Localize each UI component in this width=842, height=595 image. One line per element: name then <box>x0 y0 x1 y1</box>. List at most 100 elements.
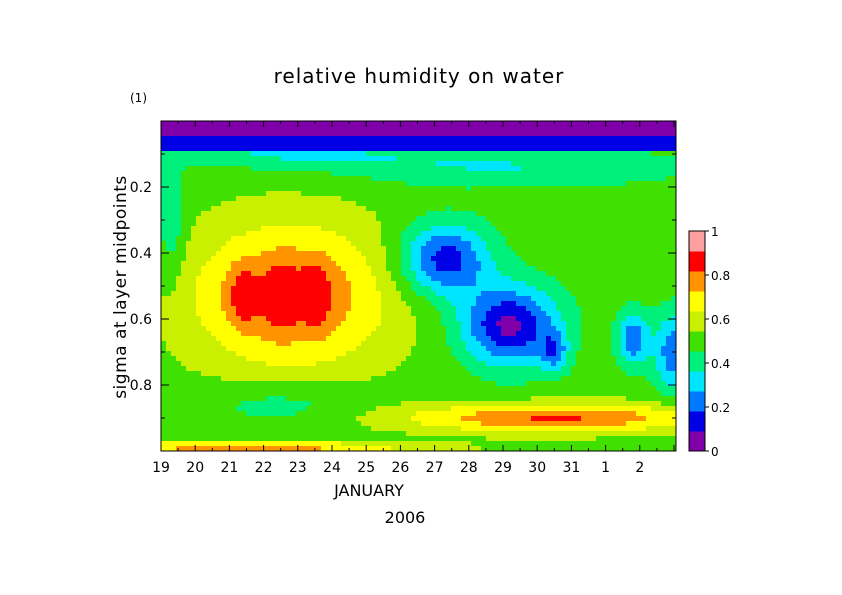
contour-cell <box>201 256 207 262</box>
contour-cell <box>236 321 242 327</box>
contour-cell <box>246 151 252 157</box>
contour-cell <box>446 141 452 147</box>
contour-cell <box>391 216 397 222</box>
contour-cell <box>356 361 362 367</box>
contour-cell <box>521 151 527 157</box>
contour-cell <box>606 271 612 277</box>
contour-cell <box>546 266 552 272</box>
contour-cell <box>476 291 482 297</box>
contour-cell <box>296 136 302 142</box>
contour-cell <box>601 176 607 182</box>
contour-cell <box>241 276 247 282</box>
contour-cell <box>316 251 322 257</box>
contour-cell <box>491 286 497 292</box>
contour-cell <box>211 341 217 347</box>
contour-cell <box>581 276 587 282</box>
contour-cell <box>666 231 672 237</box>
contour-cell <box>466 316 472 322</box>
contour-cell <box>581 351 587 357</box>
contour-cell <box>491 341 497 347</box>
contour-cell <box>671 141 677 147</box>
contour-cell <box>511 126 517 132</box>
contour-cell <box>606 331 612 337</box>
contour-cell <box>391 201 397 207</box>
contour-cell <box>561 301 567 307</box>
contour-cell <box>441 291 447 297</box>
contour-cell <box>491 221 497 227</box>
contour-cell <box>491 131 497 137</box>
contour-cell <box>431 141 437 147</box>
contour-cell <box>521 326 527 332</box>
contour-cell <box>551 206 557 212</box>
contour-cell <box>406 286 412 292</box>
contour-cell <box>661 341 667 347</box>
contour-cell <box>541 201 547 207</box>
contour-cell <box>471 136 477 142</box>
contour-cell <box>671 231 677 237</box>
contour-cell <box>166 136 172 142</box>
contour-cell <box>461 266 467 272</box>
contour-cell <box>531 251 537 257</box>
contour-cell <box>671 291 677 297</box>
contour-cell <box>661 156 667 162</box>
contour-cell <box>431 246 437 252</box>
contour-cell <box>356 131 362 137</box>
contour-cell <box>311 336 317 342</box>
contour-cell <box>201 346 207 352</box>
contour-cell <box>271 151 277 157</box>
contour-cell <box>331 241 337 247</box>
contour-cell <box>396 186 402 192</box>
contour-cell <box>461 246 467 252</box>
contour-cell <box>336 131 342 137</box>
contour-cell <box>646 336 652 342</box>
contour-cell <box>176 356 182 362</box>
contour-cell <box>396 336 402 342</box>
contour-cell <box>381 226 387 232</box>
contour-cell <box>346 161 352 167</box>
contour-cell <box>291 266 297 272</box>
contour-cell <box>526 186 532 192</box>
contour-cell <box>636 346 642 352</box>
contour-cell <box>546 286 552 292</box>
contour-cell <box>376 136 382 142</box>
contour-cell <box>476 211 482 217</box>
contour-cell <box>516 331 522 337</box>
contour-cell <box>476 306 482 312</box>
contour-cell <box>511 321 517 327</box>
contour-cell <box>236 146 242 152</box>
contour-cell <box>536 211 542 217</box>
contour-cell <box>376 301 382 307</box>
contour-cell <box>216 266 222 272</box>
contour-cell <box>561 311 567 317</box>
contour-cell <box>391 181 397 187</box>
contour-cell <box>206 201 212 207</box>
contour-cell <box>441 176 447 182</box>
contour-cell <box>276 321 282 327</box>
contour-cell <box>616 286 622 292</box>
contour-cell <box>336 151 342 157</box>
contour-cell <box>296 236 302 242</box>
contour-cell <box>306 291 312 297</box>
contour-cell <box>516 241 522 247</box>
contour-cell <box>426 331 432 337</box>
contour-cell <box>601 181 607 187</box>
contour-cell <box>366 256 372 262</box>
contour-cell <box>511 341 517 347</box>
contour-cell <box>371 241 377 247</box>
contour-cell <box>446 191 452 197</box>
contour-cell <box>361 276 367 282</box>
contour-cell <box>361 311 367 317</box>
contour-cell <box>631 336 637 342</box>
contour-cell <box>176 351 182 357</box>
contour-cell <box>596 136 602 142</box>
contour-cell <box>291 341 297 347</box>
contour-cell <box>586 191 592 197</box>
contour-cell <box>481 286 487 292</box>
contour-cell <box>636 276 642 282</box>
contour-cell <box>656 286 662 292</box>
contour-cell <box>171 131 177 137</box>
contour-cell <box>591 211 597 217</box>
contour-cell <box>526 246 532 252</box>
contour-cell <box>436 296 442 302</box>
contour-cell <box>421 341 427 347</box>
